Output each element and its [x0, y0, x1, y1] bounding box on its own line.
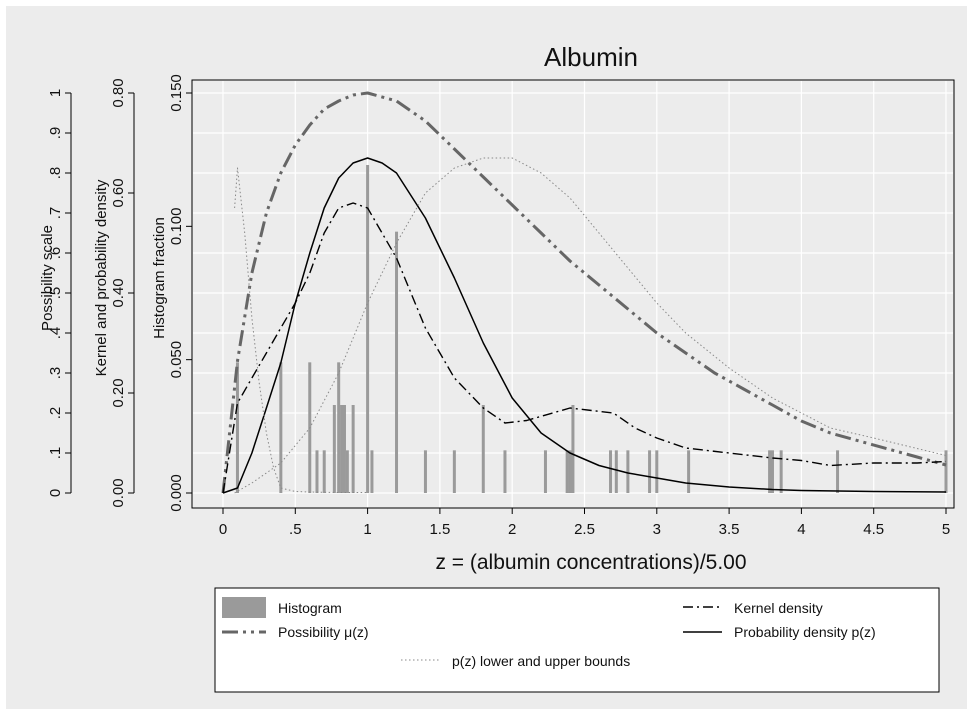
- series-lines: [221, 91, 947, 494]
- histogram-bar: [342, 405, 346, 493]
- histogram-bar: [614, 450, 618, 493]
- possibility-axis-title: Possibility scale: [39, 225, 56, 331]
- x-tick-label: 4: [797, 521, 805, 538]
- possibility-tick-label: .9: [47, 127, 64, 140]
- histogram-bar: [768, 450, 772, 493]
- grid: [193, 81, 953, 507]
- histogram-bar: [315, 450, 319, 493]
- histogram-bar: [503, 450, 507, 493]
- x-tick-label: 2.5: [574, 521, 595, 538]
- chart-frame: 0 .5 1 1.5 2 2.5 3 3.5 4 4.5 5 0 .1 .2 .3 .4 .5 .6 .7 .8 .9 1…: [6, 6, 967, 709]
- x-tick-label: 1.5: [429, 521, 450, 538]
- histogram-bar: [351, 405, 355, 493]
- density-axis-title: Kernel and probability density: [93, 179, 110, 376]
- chart-title: Albumin: [544, 42, 638, 72]
- histogram-tick-label: 0.100: [168, 208, 185, 246]
- legend-possibility-label: Possibility μ(z): [278, 624, 369, 640]
- histogram-bar: [337, 362, 341, 493]
- legend: Histogram Kernel density Possibility μ(z…: [214, 587, 940, 693]
- x-axis-title: z = (albumin concentrations)/5.00: [435, 551, 746, 574]
- possibility-tick-label: .4: [47, 327, 64, 340]
- histogram-bar: [687, 450, 691, 493]
- density-tick-label: 0.40: [110, 278, 127, 307]
- series-bounds-line: [234, 167, 368, 493]
- histogram-bar: [481, 405, 485, 493]
- possibility-tick-label: .7: [47, 207, 64, 220]
- x-tick-label: 4.5: [863, 521, 884, 538]
- x-tick-label: 0: [219, 521, 227, 538]
- possibility-tick-label: .5: [47, 287, 64, 300]
- legend-bounds-label: p(z) lower and upper bounds: [452, 653, 630, 669]
- histogram-bar: [345, 450, 349, 493]
- histogram-bar: [609, 450, 613, 493]
- legend-box: [214, 587, 940, 693]
- histogram-bar: [370, 450, 374, 493]
- histogram-bar: [452, 450, 456, 493]
- density-tick-label: 0.20: [110, 378, 127, 407]
- histogram-bar: [770, 450, 774, 493]
- histogram-bar: [779, 450, 783, 493]
- x-tick-label: 2: [508, 521, 516, 538]
- histogram-bar: [626, 450, 630, 493]
- x-tick-label: .5: [289, 521, 302, 538]
- histogram-bar: [944, 450, 948, 493]
- series-possibility-line: [221, 91, 947, 494]
- histogram-bar: [571, 405, 575, 493]
- x-tick-label: 3: [653, 521, 661, 538]
- possibility-tick-label: .1: [47, 447, 64, 460]
- histogram-bar: [279, 362, 283, 493]
- possibility-tick-label: 0: [47, 489, 64, 497]
- possibility-tick-label: .6: [47, 247, 64, 260]
- density-tick-label: 0.80: [110, 78, 127, 107]
- possibility-tick-label: .3: [47, 367, 64, 380]
- histogram-bar: [423, 450, 427, 493]
- histogram-bar: [543, 450, 547, 493]
- legend-probability-label: Probability density p(z): [734, 624, 876, 640]
- histogram-axis-title: Histogram fraction: [151, 217, 168, 339]
- x-tick-label: 5: [942, 521, 950, 538]
- histogram-bar: [395, 231, 399, 493]
- histogram-bar: [235, 362, 239, 493]
- possibility-tick-label: .8: [47, 167, 64, 180]
- density-tick-label: 0.00: [110, 478, 127, 507]
- series-bounds-line: [234, 157, 947, 494]
- histogram-bar: [655, 450, 659, 493]
- histogram-tick-label: 0.000: [168, 474, 185, 512]
- axes: 0 .5 1 1.5 2 2.5 3 3.5 4 4.5 5 0 .1 .2 .3 .4 .5 .6 .7 .8 .9 1…: [47, 74, 950, 538]
- histogram-bar: [340, 405, 344, 493]
- possibility-tick-label: .2: [47, 407, 64, 420]
- series-probability-line: [222, 157, 947, 494]
- histogram-bar: [568, 450, 572, 493]
- histogram-bar: [322, 450, 326, 493]
- histogram-bar: [565, 450, 569, 493]
- histogram-bar: [648, 450, 652, 493]
- histogram-bar: [332, 405, 336, 493]
- legend-kernel-label: Kernel density: [734, 600, 823, 616]
- histogram-bar: [366, 165, 370, 493]
- histogram-tick-label: 0.150: [168, 74, 185, 112]
- legend-histogram-label: Histogram: [278, 600, 342, 616]
- histogram-tick-label: 0.050: [168, 341, 185, 379]
- x-tick-label: 3.5: [719, 521, 740, 538]
- histogram-bar: [836, 450, 840, 493]
- albumin-chart: 0 .5 1 1.5 2 2.5 3 3.5 4 4.5 5 0 .1 .2 .3 .4 .5 .6 .7 .8 .9 1…: [6, 6, 967, 709]
- density-tick-label: 0.60: [110, 178, 127, 207]
- possibility-tick-label: 1: [47, 89, 64, 97]
- legend-histogram-swatch: [222, 597, 266, 618]
- x-tick-label: 1: [363, 521, 371, 538]
- series-kernel-line: [222, 202, 947, 494]
